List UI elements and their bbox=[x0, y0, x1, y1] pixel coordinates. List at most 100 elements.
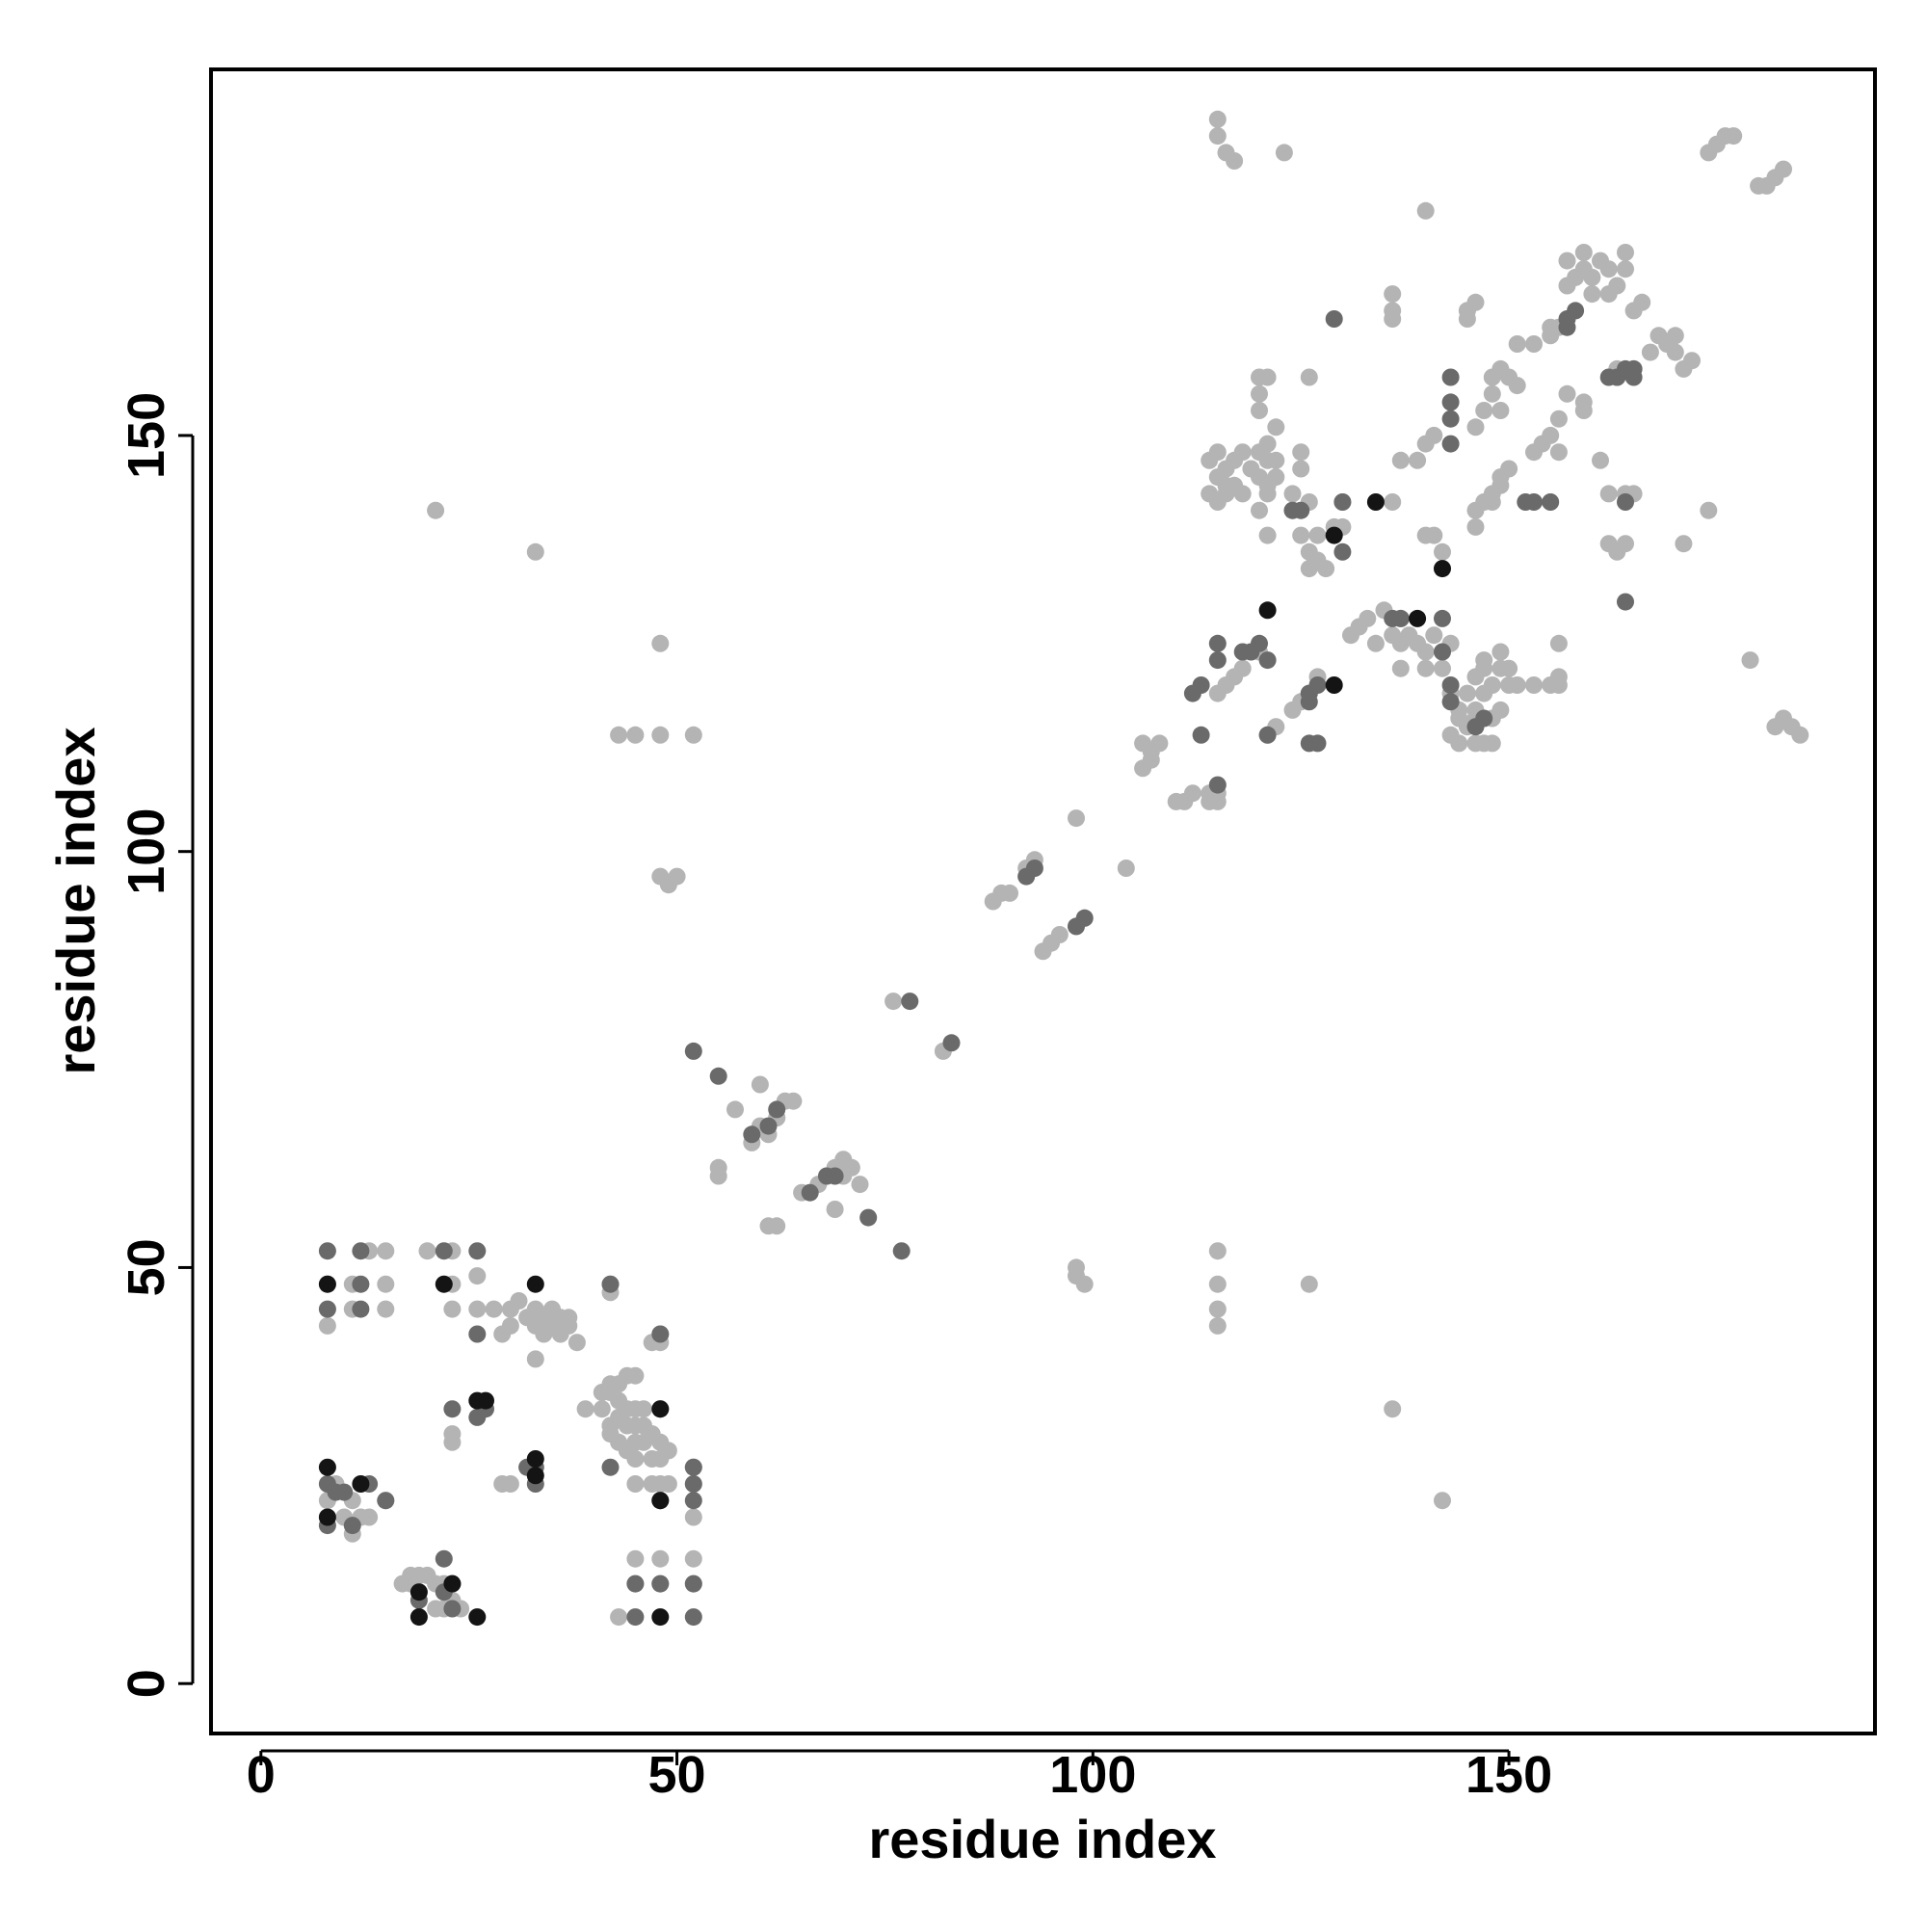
contact-point-light bbox=[1558, 251, 1576, 270]
contact-point-light bbox=[1725, 127, 1743, 146]
contact-point-dark bbox=[651, 1608, 670, 1627]
contact-point-light bbox=[501, 1475, 519, 1493]
contact-point-light bbox=[1599, 260, 1618, 278]
contact-point-medium bbox=[1434, 643, 1451, 661]
plot-frame bbox=[209, 67, 1877, 1735]
contact-point-light bbox=[485, 1300, 503, 1318]
contact-point-light bbox=[1384, 285, 1402, 304]
contact-point-light bbox=[1384, 302, 1402, 320]
contact-point-light bbox=[1425, 526, 1443, 544]
contact-point-light bbox=[1525, 676, 1543, 694]
contact-point-light bbox=[526, 1350, 544, 1368]
contact-point-light bbox=[610, 1608, 628, 1627]
contact-point-medium bbox=[684, 1458, 702, 1476]
contact-point-light bbox=[1384, 1400, 1402, 1418]
contact-point-light bbox=[1267, 418, 1285, 437]
y-tick-label: 50 bbox=[118, 1238, 175, 1296]
contact-point-medium bbox=[1333, 493, 1352, 511]
contact-point-dark bbox=[477, 1391, 494, 1410]
contact-point-dark bbox=[409, 1608, 428, 1627]
contact-point-medium bbox=[1251, 634, 1268, 652]
contact-point-medium bbox=[1441, 393, 1460, 411]
contact-point-light bbox=[1525, 335, 1543, 353]
y-axis-label: residue index bbox=[45, 727, 106, 1074]
contact-point-light bbox=[784, 1092, 803, 1110]
contact-point-light bbox=[1775, 160, 1792, 178]
contact-point-dark bbox=[526, 1275, 544, 1293]
x-tick-label: 150 bbox=[1465, 1746, 1552, 1804]
contact-point-light bbox=[377, 1275, 395, 1293]
contact-point-light bbox=[1359, 609, 1377, 627]
contact-point-light bbox=[1134, 734, 1152, 753]
contact-point-light bbox=[1208, 127, 1227, 146]
contact-point-light bbox=[726, 1100, 744, 1119]
contact-point-medium bbox=[435, 1549, 453, 1568]
contact-point-medium bbox=[1441, 693, 1460, 711]
contact-point-light bbox=[1592, 451, 1609, 469]
contact-point-light bbox=[593, 1400, 611, 1418]
contact-point-light bbox=[1475, 659, 1493, 677]
contact-point-dark bbox=[435, 1275, 453, 1293]
contact-point-medium bbox=[601, 1458, 620, 1476]
contact-point-light bbox=[1434, 659, 1451, 677]
contact-point-medium bbox=[1325, 310, 1343, 328]
contact-point-light bbox=[1617, 535, 1634, 553]
contact-point-light bbox=[1300, 1275, 1318, 1293]
contact-point-light bbox=[1068, 809, 1085, 828]
contact-point-dark bbox=[526, 1467, 544, 1485]
contact-point-medium bbox=[1192, 726, 1210, 744]
contact-point-light bbox=[1117, 860, 1135, 877]
contact-point-light bbox=[468, 1300, 487, 1318]
contact-point-light bbox=[709, 1167, 727, 1185]
x-tick-label: 0 bbox=[247, 1746, 276, 1804]
contact-point-light bbox=[468, 1267, 487, 1285]
contact-point-light bbox=[1666, 327, 1684, 345]
contact-point-light bbox=[560, 1316, 578, 1335]
contact-point-light bbox=[1258, 368, 1277, 386]
contact-point-medium bbox=[1441, 676, 1460, 694]
contact-point-dark bbox=[318, 1458, 336, 1476]
contact-point-light bbox=[884, 992, 903, 1011]
contact-point-light bbox=[1292, 460, 1310, 478]
contact-point-light bbox=[443, 1300, 462, 1318]
contact-point-dark bbox=[651, 1400, 670, 1418]
y-tick-label: 0 bbox=[118, 1669, 175, 1698]
contact-point-medium bbox=[1258, 651, 1277, 670]
contact-point-medium bbox=[443, 1400, 462, 1418]
contact-point-light bbox=[1574, 244, 1593, 261]
contact-point-light bbox=[1583, 285, 1601, 304]
contact-point-dark bbox=[318, 1275, 336, 1293]
contact-point-light bbox=[1483, 676, 1501, 694]
contact-point-light bbox=[1425, 426, 1443, 444]
y-axis: 0 50 100 150 bbox=[118, 392, 195, 1698]
contact-point-light bbox=[1434, 1492, 1451, 1510]
contact-point-light bbox=[651, 726, 670, 744]
points-layer bbox=[318, 110, 1809, 1627]
contact-point-medium bbox=[601, 1275, 620, 1293]
contact-point-dark bbox=[1366, 493, 1385, 511]
contact-point-dark bbox=[468, 1608, 487, 1627]
contact-point-medium bbox=[684, 1042, 702, 1060]
contact-point-light bbox=[360, 1508, 379, 1526]
contact-point-light bbox=[1233, 443, 1252, 462]
contact-point-light bbox=[568, 1334, 586, 1352]
contact-point-light bbox=[626, 726, 645, 744]
contact-point-dark bbox=[1325, 676, 1343, 694]
contact-point-medium bbox=[377, 1492, 395, 1510]
contact-point-medium bbox=[859, 1208, 878, 1227]
contact-point-light bbox=[1391, 659, 1410, 677]
contact-point-light bbox=[768, 1217, 786, 1235]
contact-point-medium bbox=[343, 1517, 361, 1535]
contact-point-light bbox=[510, 1292, 528, 1310]
contact-point-medium bbox=[759, 1117, 778, 1135]
contact-point-medium bbox=[942, 1034, 961, 1052]
contact-point-light bbox=[1275, 144, 1293, 162]
contact-point-medium bbox=[443, 1600, 462, 1618]
contact-point-light bbox=[1208, 1275, 1227, 1293]
contact-point-medium bbox=[626, 1608, 645, 1627]
contact-point-light bbox=[635, 1400, 652, 1418]
contact-point-light bbox=[1258, 526, 1277, 544]
contact-point-dark bbox=[352, 1475, 370, 1493]
